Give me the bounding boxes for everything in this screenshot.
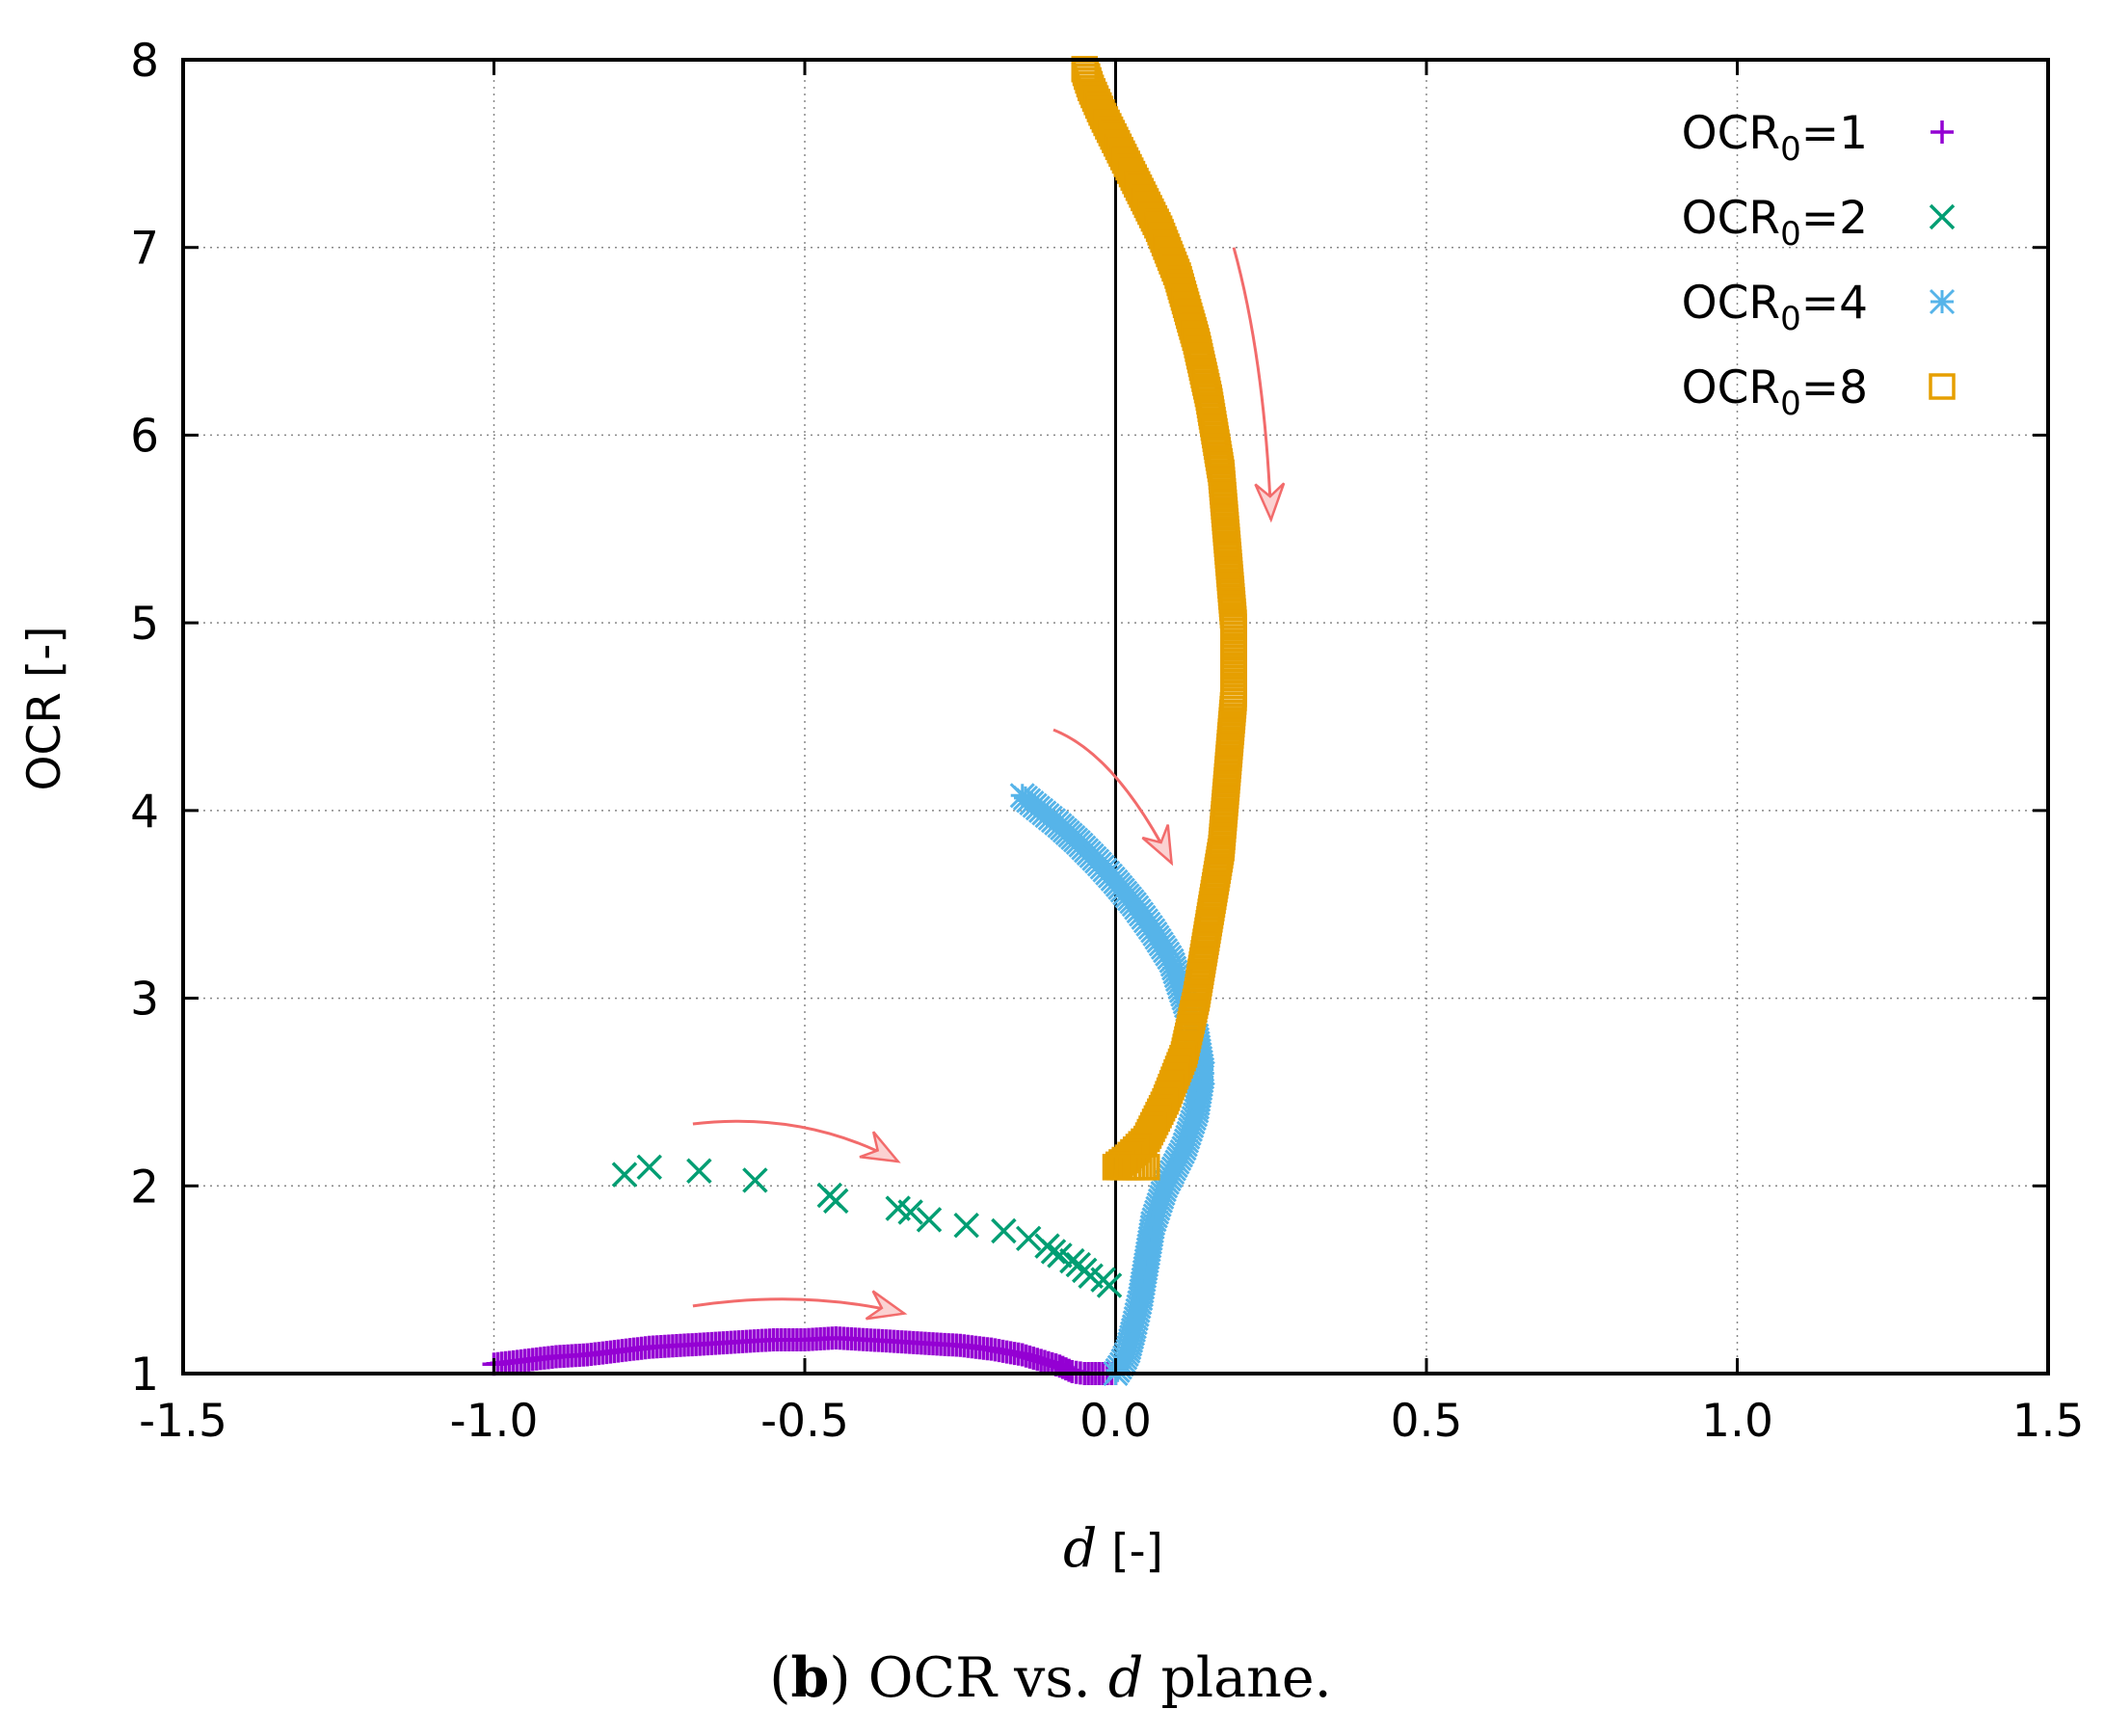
data-point xyxy=(686,1158,712,1184)
annotation-arrow xyxy=(1052,728,1173,865)
y-tick-label: 1 xyxy=(130,1349,159,1402)
y-tick-label: 8 xyxy=(130,35,159,88)
x-tick-label: 0.5 xyxy=(1391,1395,1463,1448)
x-tick-label: -0.5 xyxy=(760,1395,849,1448)
data-point xyxy=(1059,1247,1085,1274)
annotation-arrow xyxy=(1232,247,1273,521)
data-point xyxy=(823,1188,849,1215)
y-tick-label: 3 xyxy=(130,974,159,1027)
series-ocr0-4 xyxy=(1009,783,1215,1387)
x-tick-label: 1.0 xyxy=(1701,1395,1773,1448)
x-tick-label: -1.0 xyxy=(450,1395,539,1448)
legend-marker xyxy=(1931,120,1954,144)
y-tick-label: 5 xyxy=(130,598,159,651)
legend-entry-label: OCR0=2 xyxy=(1682,192,1868,254)
legend-label-main: OCR xyxy=(1682,361,1780,414)
y-tick-label: 6 xyxy=(130,410,159,463)
y-tick-label: 7 xyxy=(130,223,159,276)
legend-label-tail: =4 xyxy=(1801,277,1868,330)
series-ocr0-2 xyxy=(611,1154,1123,1298)
data-point xyxy=(1047,1242,1073,1269)
annotation-arrowhead xyxy=(865,1290,908,1321)
annotation-arrowhead xyxy=(1254,482,1286,523)
legend-label-tail: =1 xyxy=(1801,107,1868,160)
series-ocr0-1 xyxy=(482,1326,1128,1385)
legend-entry-label: OCR0=4 xyxy=(1682,277,1868,338)
x-tick-label: -1.5 xyxy=(139,1395,227,1448)
legend-marker xyxy=(1929,288,1956,315)
annotation-arrowhead xyxy=(859,1131,901,1163)
legend-marker xyxy=(1929,203,1956,230)
data-point xyxy=(1040,1239,1067,1265)
legend-label-main: OCR xyxy=(1682,277,1780,330)
x-tick-label: 1.5 xyxy=(2012,1395,2085,1448)
caption-label: b xyxy=(791,1645,830,1710)
legend-label-main: OCR xyxy=(1682,107,1780,160)
x-axis-label: d [-] xyxy=(1063,1517,1163,1579)
legend-label-tail: =2 xyxy=(1801,192,1868,245)
x-axis-unit: [-] xyxy=(1097,1525,1163,1578)
y-axis-ticks: 1 2 3 4 5 6 7 8 xyxy=(130,35,2048,1402)
caption-text-before: ) OCR vs. xyxy=(829,1646,1107,1710)
legend-entry-label: OCR0=8 xyxy=(1682,361,1868,423)
legend-label-subscript: 0 xyxy=(1780,385,1801,423)
data-point xyxy=(1096,1272,1123,1298)
y-axis-label: OCR [-] xyxy=(18,626,71,790)
annotation-arrowhead xyxy=(1141,824,1174,867)
annotation-arrow xyxy=(692,1119,899,1163)
annotation-arrows xyxy=(692,247,1286,1321)
legend-label-subscript: 0 xyxy=(1780,215,1801,254)
data-point xyxy=(611,1162,638,1188)
data-point xyxy=(742,1167,768,1193)
caption-text-after: plane. xyxy=(1143,1646,1331,1710)
y-tick-label: 2 xyxy=(130,1161,159,1214)
x-tick-label: 0.0 xyxy=(1079,1395,1152,1448)
legend-label-main: OCR xyxy=(1682,192,1780,245)
data-series xyxy=(482,55,1247,1387)
data-point xyxy=(1133,1154,1160,1181)
y-tick-label: 4 xyxy=(130,786,159,839)
figure-caption: (b) OCR vs. d plane. xyxy=(769,1645,1331,1710)
data-point xyxy=(1015,1225,1042,1252)
legend-label-subscript: 0 xyxy=(1780,300,1801,338)
data-point xyxy=(636,1154,662,1181)
legend-entry-label: OCR0=1 xyxy=(1682,107,1868,169)
data-point xyxy=(897,1199,923,1225)
data-point xyxy=(953,1212,979,1239)
annotation-arrow xyxy=(692,1297,905,1316)
data-point xyxy=(991,1217,1017,1244)
series-ocr0-8 xyxy=(1071,55,1247,1181)
x-axis-ticks: -1.5 -1.0 -0.5 0.0 0.5 1.0 1.5 xyxy=(139,60,2084,1448)
data-point xyxy=(916,1207,943,1233)
legend-label-subscript: 0 xyxy=(1780,130,1801,169)
caption-variable: d xyxy=(1108,1646,1144,1710)
x-axis-variable: d xyxy=(1063,1517,1097,1579)
legend-marker xyxy=(1929,373,1956,400)
legend-label-tail: =8 xyxy=(1801,361,1868,414)
